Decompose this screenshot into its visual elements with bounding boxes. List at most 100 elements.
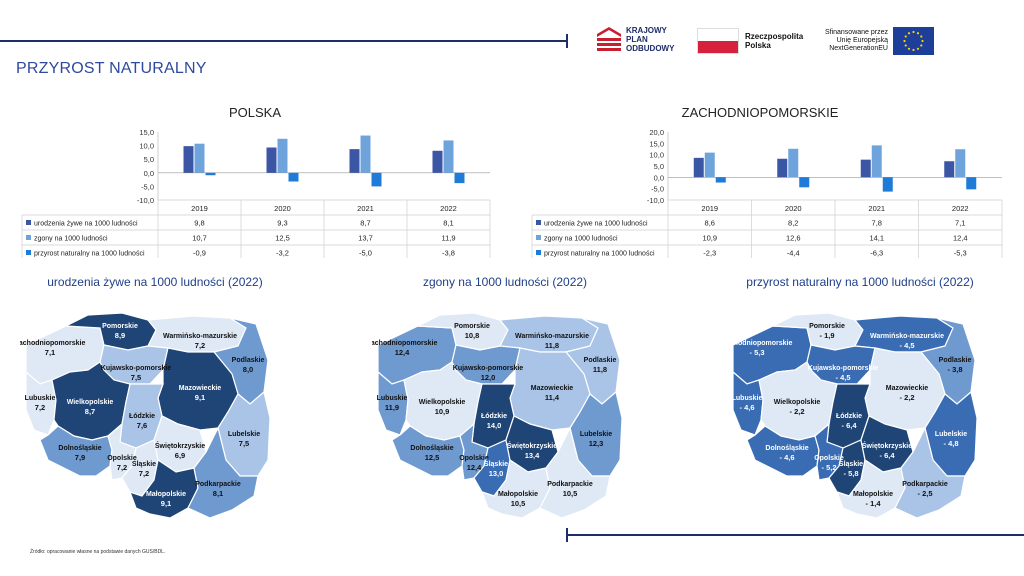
- region-value-label: 7,6: [137, 421, 147, 430]
- rp-logo-line-1: Rzeczpospolita: [745, 32, 804, 41]
- kpo-logo: KRAJOWY PLAN ODBUDOWY: [596, 26, 686, 54]
- region-name-label: Kujawsko-pomorskie: [453, 365, 524, 372]
- chart-title-zachodniopomorskie: ZACHODNIOPOMORSKIE: [681, 105, 839, 120]
- y-tick-label: 5,0: [144, 155, 154, 164]
- legend-entry: zgony na 1000 ludności: [34, 236, 108, 243]
- region-value-label: 13,4: [525, 451, 540, 460]
- legend-swatch: [536, 220, 541, 225]
- region-name-label: Podlaskie: [584, 357, 617, 364]
- region-name-label: Opolskie: [814, 455, 844, 462]
- kpo-logo-line-2: PLAN: [626, 35, 648, 44]
- region-value-label: - 2,2: [899, 393, 914, 402]
- region-value-label: - 1,4: [865, 499, 881, 508]
- region-value-label: 10,5: [563, 489, 578, 498]
- region-value-label: - 4,5: [899, 341, 914, 350]
- data-label: 7,1: [955, 219, 965, 228]
- kpo-logo-line-1: KRAJOWY: [626, 26, 667, 35]
- data-label: -5,0: [359, 249, 372, 258]
- region-name-label: Podkarpackie: [195, 481, 241, 488]
- region-value-label: - 6,4: [841, 421, 857, 430]
- bar: [788, 148, 799, 178]
- region-name-label: Mazowieckie: [886, 385, 929, 392]
- region-value-label: 11,8: [593, 365, 607, 374]
- region-value-label: - 4,6: [779, 453, 794, 462]
- region-name-label: Podkarpackie: [902, 481, 948, 488]
- data-label: 8,6: [705, 219, 715, 228]
- legend-entry: przyrost naturalny na 1000 ludności: [34, 251, 145, 258]
- region-value-label: 7,2: [35, 403, 45, 412]
- bar: [183, 146, 194, 173]
- region-value-label: - 4,6: [739, 403, 754, 412]
- bar: [454, 172, 465, 184]
- region-dolnoslaskie: [746, 425, 820, 477]
- bar: [194, 143, 205, 173]
- region-name-label: Zachodniopomorskie: [727, 340, 792, 347]
- legend-entry: przyrost naturalny na 1000 ludności: [544, 251, 655, 258]
- legend-entry: urodzenia żywe na 1000 ludności: [34, 221, 138, 228]
- region-name-label: Wielkopolskie: [774, 399, 821, 406]
- data-label: 8,1: [443, 219, 453, 228]
- region-value-label: 13,0: [489, 469, 504, 478]
- bar: [266, 147, 277, 173]
- region-value-label: 14,0: [487, 421, 502, 430]
- y-tick-label: 15,0: [649, 139, 664, 148]
- x-tick-label: 2022: [952, 204, 969, 213]
- legend-swatch: [26, 235, 31, 240]
- bottom-rule: [566, 534, 1024, 536]
- region-name-label: Lubuskie: [732, 395, 763, 402]
- bar: [882, 177, 893, 192]
- region-value-label: 7,2: [139, 469, 149, 478]
- data-label: 12,5: [275, 234, 290, 243]
- region-podkarpackie: [187, 426, 259, 519]
- y-tick-label: 10,0: [139, 142, 154, 151]
- region-value-label: - 6,4: [879, 451, 895, 460]
- x-tick-label: 2021: [357, 204, 374, 213]
- kpo-logo-line-3: ODBUDOWY: [626, 44, 675, 53]
- bar-chart-polska: 15,0 10,0 5,0 0,0 -5,0 -10,0 2019 2020 2021 2022 u…: [21, 128, 491, 258]
- data-label: -4,4: [787, 249, 800, 258]
- y-tick-label: 0,0: [144, 169, 154, 178]
- legend-swatch: [26, 220, 31, 225]
- data-label: 11,9: [441, 234, 455, 243]
- region-value-label: 8,0: [243, 365, 253, 374]
- data-label: 10,7: [192, 234, 207, 243]
- region-value-label: 7,5: [131, 373, 141, 382]
- data-label: 7,8: [872, 219, 882, 228]
- source-note: Źródło: opracowanie własne na podstawie …: [30, 549, 166, 555]
- y-tick-label: 10,0: [649, 151, 664, 160]
- polish-flag-icon: [697, 28, 739, 54]
- region-value-label: - 5,2: [821, 463, 836, 472]
- kpo-logo-icon: [597, 27, 621, 51]
- region-name-label: Pomorskie: [809, 323, 845, 330]
- region-value-label: 12,4: [467, 463, 482, 472]
- map-title-deaths: zgony na 1000 ludności (2022): [422, 275, 588, 289]
- bar-chart-zachodniopomorskie: 20,0 15,0 10,0 5,0 0,0 -5,0 -10,0 2019 2020 2021 2…: [531, 128, 1003, 258]
- data-label: 13,7: [358, 234, 373, 243]
- region-name-label: Małopolskie: [146, 491, 186, 498]
- region-name-label: Opolskie: [459, 455, 489, 462]
- region-value-label: - 2,2: [789, 407, 804, 416]
- region-value-label: 8,1: [213, 489, 223, 498]
- region-name-label: Lubuskie: [377, 395, 408, 402]
- region-value-label: - 5,3: [749, 348, 764, 357]
- region-value-label: 11,4: [545, 393, 560, 402]
- bar: [371, 172, 382, 187]
- rp-logo-line-2: Polska: [745, 41, 771, 50]
- region-name-label: Opolskie: [107, 455, 137, 462]
- y-tick-label: -5,0: [141, 182, 154, 191]
- map-title-natural: przyrost naturalny na 1000 ludności (202…: [746, 275, 974, 289]
- data-label: -5,3: [954, 249, 967, 258]
- data-label: 14,1: [869, 234, 884, 243]
- region-dolnoslaskie: [391, 425, 465, 477]
- region-value-label: 12,3: [589, 439, 604, 448]
- eu-logo-line-3: NextGenerationEU: [829, 45, 888, 52]
- data-label: 12,4: [953, 234, 968, 243]
- eu-logo-line-1: Sfinansowane przez: [824, 29, 888, 36]
- bar: [944, 161, 955, 178]
- region-value-label: - 3,8: [947, 365, 962, 374]
- region-value-label: 10,5: [511, 499, 526, 508]
- region-name-label: Warmińsko-mazurskie: [515, 333, 589, 340]
- region-name-label: Świętokrzyskie: [862, 441, 912, 450]
- eu-flag-icon: [893, 27, 934, 55]
